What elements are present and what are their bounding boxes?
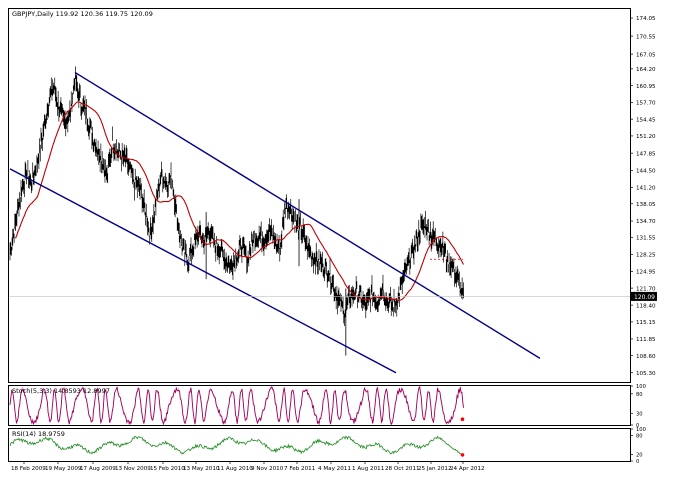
price-tick-label-8: 147.85	[636, 151, 656, 157]
price-tick-label-15: 124.95	[636, 270, 656, 276]
x-tick-label-6: 11 Aug 2010	[217, 466, 253, 472]
price-tick-label-1: 170.55	[636, 34, 656, 40]
x-tick-label-2: 17 Aug 2009	[80, 466, 116, 472]
stoch-tick-label-1: 80	[636, 392, 643, 398]
moving-average-line	[15, 101, 464, 301]
price-tick-label-4: 160.95	[636, 84, 656, 90]
price-tick-label-2: 167.05	[636, 52, 656, 58]
stochastic-panel	[9, 385, 465, 426]
y-axis: 120.09 174.05 170.55 167.05 164.20 160.95 157.…	[630, 16, 657, 465]
price-tick-label-9: 144.50	[636, 169, 656, 175]
price-tick-label-17: 118.40	[636, 303, 656, 309]
price-tick-label-18: 115.15	[636, 320, 656, 326]
price-tick-label-19: 111.85	[636, 337, 656, 343]
rsi-panel-frame	[8, 428, 631, 462]
x-tick-label-4: 15 Feb 2010	[150, 466, 185, 472]
rsi-tick-label-1: 80	[636, 433, 643, 439]
rsi-tick-label-0: 100	[636, 427, 646, 433]
stoch-tick-label-3: 0	[636, 423, 639, 429]
x-tick-label-12: 25 Jan 2012	[418, 466, 452, 472]
price-tick-label-13: 131.55	[636, 235, 656, 241]
rsi-line	[9, 435, 464, 457]
rsi-last-marker	[460, 453, 465, 457]
rsi-tick-label-3: 0	[636, 459, 639, 465]
price-tick-label-3: 164.20	[636, 67, 656, 73]
x-tick-label-9: 4 May 2011	[318, 466, 351, 472]
stochastic-last-marker	[460, 417, 465, 422]
stoch-tick-label-2: 30	[636, 411, 643, 417]
x-tick-label-1: 19 May 2009	[45, 466, 82, 472]
price-panel-frame	[8, 8, 631, 383]
price-tick-label-0: 174.05	[636, 16, 656, 22]
rsi-panel	[9, 435, 465, 457]
price-tick-label-16: 121.70	[636, 286, 656, 292]
x-tick-label-5: 13 May 2010	[183, 466, 220, 472]
price-tick-label-5: 157.70	[636, 101, 656, 107]
x-tick-label-13: 24 Apr 2012	[450, 466, 485, 472]
price-tick-label-14: 128.25	[636, 253, 656, 259]
price-tick-label-21: 105.30	[636, 371, 656, 377]
x-tick-label-11: 28 Oct 2011	[385, 466, 420, 472]
stochastic-panel-frame	[8, 385, 631, 426]
price-tick-label-10: 141.20	[636, 186, 656, 192]
rsi-tick-label-2: 20	[636, 453, 643, 459]
price-tick-label-20: 108.60	[636, 354, 656, 360]
stochastic-main-line	[9, 385, 464, 426]
price-panel	[9, 66, 630, 374]
x-tick-label-3: 13 Nov 2009	[115, 466, 151, 472]
channel-upper-line	[74, 71, 541, 359]
x-tick-label-0: 18 Feb 2009	[11, 466, 46, 472]
channel-lower-line	[9, 168, 397, 374]
price-panel-header: GBPJPY,Daily 119.92 120.36 119.75 120.09	[12, 10, 153, 18]
rsi-panel-header: RSI(14) 18.9759	[12, 430, 65, 438]
current-price-box	[631, 291, 657, 301]
price-tick-label-12: 134.70	[636, 219, 656, 225]
x-tick-label-10: 1 Aug 2011	[352, 466, 385, 472]
x-tick-label-7: 9 Nov 2010	[251, 466, 284, 472]
stochastic-panel-header: Stoch(5,3,3) 14.8593 12.8997	[12, 387, 110, 395]
current-price-label: 120.09	[634, 294, 655, 301]
stoch-tick-label-0: 100	[636, 384, 646, 390]
price-tick-label-6: 154.45	[636, 117, 656, 123]
price-bars	[9, 66, 464, 327]
x-tick-label-8: 7 Feb 2011	[284, 466, 316, 472]
price-tick-label-7: 151.20	[636, 134, 656, 140]
price-tick-label-11: 138.05	[636, 202, 656, 208]
